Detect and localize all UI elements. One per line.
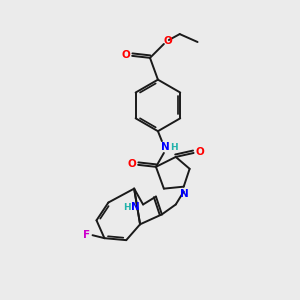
Text: N: N [131, 202, 140, 212]
Text: O: O [122, 50, 130, 60]
Text: O: O [195, 147, 204, 157]
Text: N: N [180, 189, 189, 199]
Text: H: H [170, 142, 178, 152]
Text: O: O [164, 36, 172, 46]
Text: N: N [161, 142, 170, 152]
Text: F: F [83, 230, 90, 240]
Text: H: H [123, 203, 131, 212]
Text: O: O [128, 159, 136, 169]
